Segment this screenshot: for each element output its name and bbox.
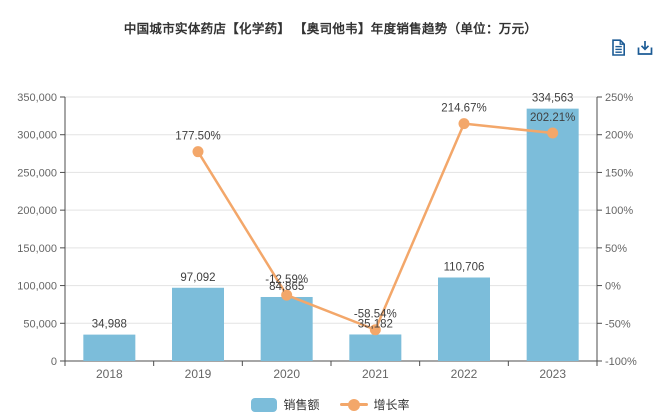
growth-point-2023[interactable] (547, 127, 559, 139)
bar-label-2021: 35,182 (358, 318, 393, 330)
left-axis-label: 150,000 (17, 243, 57, 255)
growth-line-swatch (339, 398, 368, 412)
toolbox (610, 38, 654, 57)
growth-point-2022[interactable] (458, 118, 470, 130)
bar-label-2018: 34,988 (92, 319, 127, 331)
x-axis-label-2022: 2022 (451, 367, 478, 381)
legend-item-sales[interactable]: 销售额 (251, 396, 320, 413)
bar-label-2023: 334,563 (532, 93, 574, 105)
right-axis-label: 50% (605, 243, 627, 255)
right-axis-label: 0% (605, 281, 621, 293)
growth-label-2021: -58.54% (354, 309, 397, 321)
x-axis-label-2023: 2023 (539, 367, 566, 381)
left-axis-label: 0 (51, 356, 57, 368)
bar-2022[interactable] (438, 277, 490, 361)
right-axis-label: 250% (605, 92, 633, 104)
download-icon[interactable] (636, 39, 654, 57)
right-axis-label: 150% (605, 167, 633, 179)
left-axis-label: 300,000 (17, 130, 57, 142)
growth-label-2020: -12.59% (265, 274, 308, 286)
bar-2018[interactable] (83, 334, 136, 361)
chart-title: 中国城市实体药店【化学药】 【奥司他韦】年度销售趋势（单位：万元） (123, 22, 538, 36)
growth-point-2020[interactable] (281, 289, 293, 301)
bar-label-2020: 84,865 (269, 281, 304, 293)
x-axis-label-2020: 2020 (273, 367, 300, 381)
legend-item-growth[interactable]: 增长率 (339, 396, 410, 413)
growth-label-2019: 177.50% (175, 131, 220, 143)
x-axis-label-2019: 2019 (185, 367, 212, 381)
bar-2020[interactable] (260, 296, 313, 361)
x-axis-label-2018: 2018 (96, 367, 123, 381)
growth-point-2019[interactable] (192, 146, 204, 158)
right-axis-label: -50% (605, 318, 631, 330)
growth-line[interactable] (196, 122, 553, 331)
bar-label-2019: 97,092 (180, 272, 215, 284)
right-axis-label: 200% (605, 130, 633, 142)
legend-label-growth: 增长率 (373, 398, 410, 412)
sales-bar-swatch (251, 397, 278, 412)
legend-label-sales: 销售额 (283, 398, 320, 412)
bar-2021[interactable] (349, 334, 402, 361)
right-axis-label: 100% (605, 205, 633, 217)
left-axis-label: 250,000 (17, 167, 57, 179)
right-axis-label: -100% (605, 356, 637, 368)
left-axis-label: 50,000 (23, 318, 57, 330)
x-axis-label-2021: 2021 (362, 367, 389, 381)
left-axis-label: 350,000 (17, 92, 57, 104)
data-view-icon[interactable] (610, 38, 627, 57)
growth-label-2023: 202.21% (530, 112, 575, 124)
bar-label-2022: 110,706 (444, 261, 485, 273)
bar-2023[interactable] (526, 108, 579, 361)
growth-label-2022: 214.67% (441, 103, 486, 115)
bar-2019[interactable] (172, 287, 224, 361)
legend: 销售额 增长率 (0, 396, 661, 413)
left-axis-label: 200,000 (17, 205, 57, 217)
growth-point-2021[interactable] (369, 324, 381, 336)
left-axis-label: 100,000 (17, 281, 57, 293)
